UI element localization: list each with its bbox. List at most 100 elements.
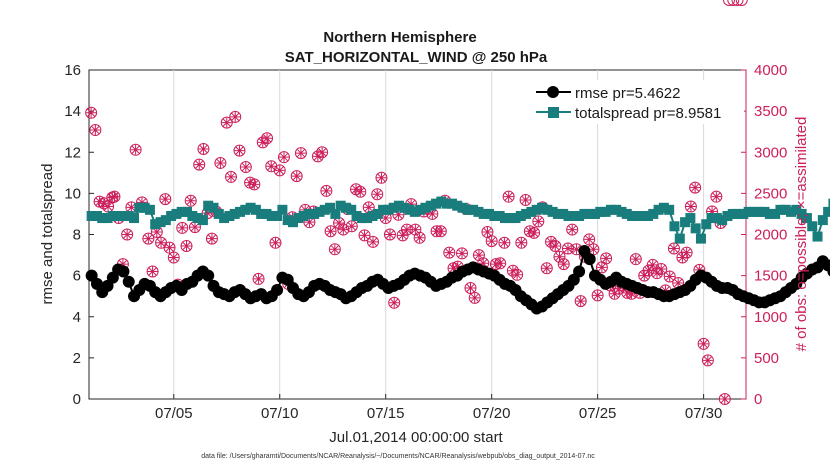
totalspread-point [627, 210, 638, 221]
totalspread-point [436, 196, 447, 207]
obs-possible-circle [574, 295, 587, 308]
obs-marker [316, 146, 329, 159]
totalspread-point [674, 233, 685, 244]
obs-possible-circle [650, 267, 663, 280]
obs-assimilated-cross [643, 265, 654, 276]
obs-marker [485, 235, 498, 248]
obs-assimilated-cross [401, 224, 412, 235]
totalspread-point [171, 208, 182, 219]
obs-marker [366, 235, 379, 248]
totalspread-point [484, 208, 495, 219]
totalspread-point [160, 215, 171, 226]
totalspread-point [807, 221, 818, 232]
obs-possible-circle [205, 232, 218, 245]
obs-possible-circle [727, 0, 740, 6]
obs-possible-circle [456, 247, 469, 260]
totalspread-point [415, 204, 426, 215]
totalspread-point [515, 210, 526, 221]
obs-possible-circle [121, 228, 134, 241]
y-left-tick-label: 12 [64, 144, 81, 161]
chart-title-line2: SAT_HORIZONTAL_WIND @ 250 hPa [285, 49, 548, 66]
obs-possible-circle [229, 110, 242, 123]
totalspread-point [150, 219, 161, 230]
obs-assimilated-cross [588, 244, 599, 255]
obs-assimilated-cross [270, 237, 281, 248]
obs-assimilated-cross [185, 195, 196, 206]
obs-possible-circle [354, 185, 367, 198]
obs-assimilated-cross [147, 266, 158, 277]
y-right-tick-label: 500 [754, 350, 779, 367]
obs-assimilated-cross [639, 270, 650, 281]
totalspread-point [568, 210, 579, 221]
totalspread-point [240, 204, 251, 215]
totalspread-point [457, 202, 468, 213]
totalspread-point [812, 231, 823, 242]
totalspread-point [86, 210, 97, 221]
obs-assimilated-cross [278, 152, 289, 163]
obs-marker [142, 232, 155, 245]
totalspread-point [552, 208, 563, 219]
obs-possible-circle [142, 232, 155, 245]
obs-marker [290, 170, 303, 183]
obs-assimilated-cross [630, 254, 641, 265]
totalspread-point [356, 213, 367, 224]
obs-possible-circle [549, 240, 562, 253]
obs-possible-circle [85, 106, 98, 119]
totalspread-point [298, 210, 309, 221]
obs-assimilated-cross [698, 338, 709, 349]
totalspread-point [409, 206, 420, 217]
obs-marker [574, 295, 587, 308]
obs-possible-circle [248, 178, 261, 191]
obs-possible-circle [655, 263, 668, 276]
obs-assimilated-cross [177, 222, 188, 233]
obs-assimilated-cross [609, 288, 620, 299]
totalspread-point [574, 210, 585, 221]
y-right-tick-label: 1000 [754, 309, 787, 326]
obs-assimilated-cross [240, 162, 251, 173]
obs-possible-circle [566, 223, 579, 236]
obs-assimilated-cross [584, 234, 595, 245]
obs-assimilated-cross [164, 242, 175, 253]
obs-assimilated-cross [397, 230, 408, 241]
totalspread-point [828, 198, 830, 209]
totalspread-point [192, 213, 203, 224]
obs-assimilated-cross [122, 229, 133, 240]
obs-marker [214, 156, 227, 169]
obs-marker [511, 268, 524, 281]
totalspread-point [420, 202, 431, 213]
obs-assimilated-cross [389, 297, 400, 308]
obs-assimilated-cross [656, 264, 667, 275]
y-axis-left-label: rmse and totalspread [39, 164, 56, 305]
y-left-tick-label: 2 [73, 350, 81, 367]
obs-assimilated-cross [372, 189, 383, 200]
rmse-point [122, 275, 135, 288]
obs-assimilated-cross [249, 179, 260, 190]
obs-marker [261, 132, 274, 145]
obs-possible-circle [629, 253, 642, 266]
obs-assimilated-cross [495, 258, 506, 269]
obs-assimilated-cross [414, 232, 425, 243]
obs-assimilated-cross [160, 194, 171, 205]
totalspread-point [399, 202, 410, 213]
obs-marker [229, 110, 242, 123]
totalspread-point [796, 208, 807, 219]
obs-assimilated-cross [86, 107, 97, 118]
totalspread-point [282, 215, 293, 226]
obs-marker [553, 250, 566, 263]
y-left-tick-label: 0 [73, 391, 81, 408]
totalspread-point [754, 206, 765, 217]
totalspread-point [521, 208, 532, 219]
obs-marker [146, 265, 159, 278]
obs-marker [663, 270, 676, 283]
obs-assimilated-cross [355, 186, 366, 197]
obs-assimilated-cross [719, 394, 730, 404]
totalspread-point [791, 204, 802, 215]
obs-marker [724, 0, 736, 6]
y-right-tick-label: 2500 [754, 185, 787, 202]
obs-possible-circle [129, 143, 142, 156]
legend-spread-marker [548, 107, 559, 118]
obs-marker [736, 0, 748, 6]
obs-assimilated-cross [469, 292, 480, 303]
totalspread-point [129, 213, 140, 224]
